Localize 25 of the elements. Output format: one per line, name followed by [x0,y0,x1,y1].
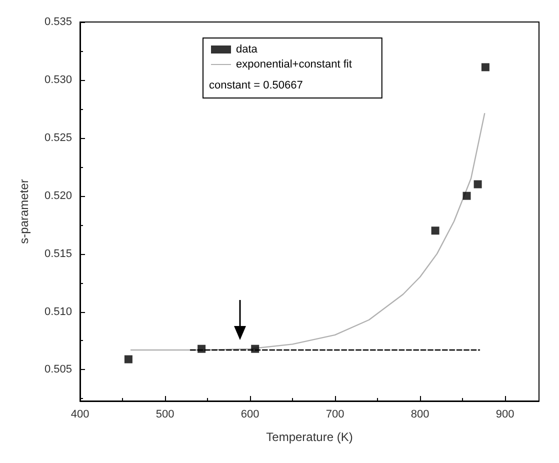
y-tick-label: 0.515 [44,248,72,260]
point [251,344,260,353]
x-tick-label: 800 [410,408,430,420]
point [462,192,471,200]
annotation: constant = 0.50667 [209,80,303,92]
x-tick-label: 900 [496,408,514,420]
y-axis-title: s-parameter [17,179,31,244]
y-tick-label: 0.510 [44,306,72,318]
x-tick-label: 600 [240,408,260,420]
legend-label: exponential+constant fit [236,58,352,70]
y-tick-label: 0.520 [44,190,72,202]
y-tick-label: 0.530 [44,74,72,86]
point [474,180,482,188]
x-axis-title: Temperature (K) [266,430,353,444]
x-tick-label: 500 [156,408,174,420]
x-tick-label: 400 [70,408,90,420]
point [124,355,132,364]
point [431,226,440,235]
y-tick-label: 0.535 [44,16,72,28]
point [481,63,490,72]
y-tick-label: 0.525 [44,132,72,144]
point [198,344,206,353]
legend-label: data [236,44,258,56]
x-tick-label: 700 [326,408,344,420]
y-tick-label: 0.505 [44,364,72,376]
